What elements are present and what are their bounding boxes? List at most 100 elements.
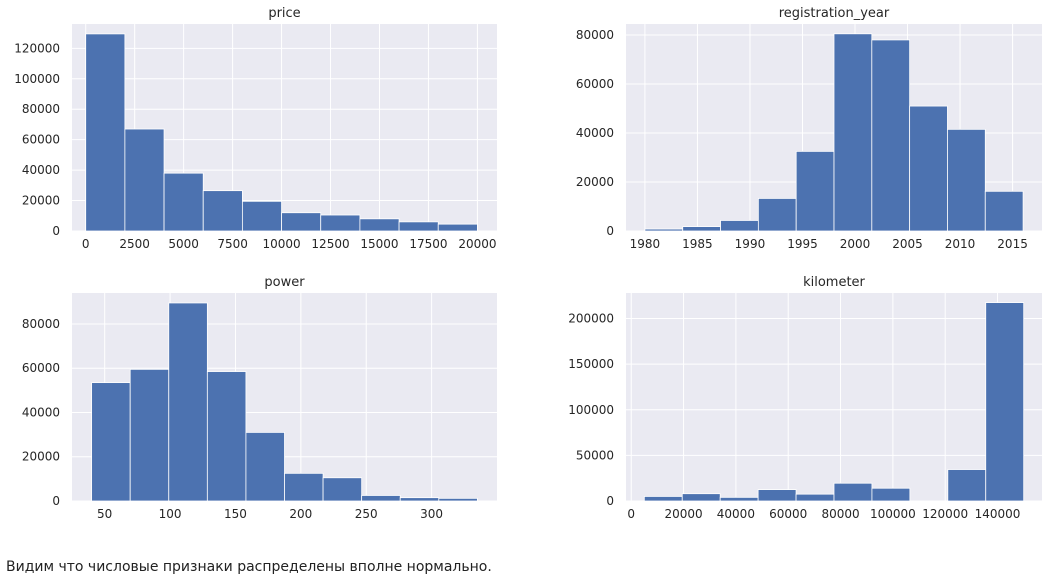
x-tick-label: 300 — [420, 507, 443, 521]
y-tick-label: 0 — [52, 224, 60, 238]
histogram-bar — [947, 469, 987, 502]
conclusion-text: Видим что числовые признаки распределены… — [6, 559, 492, 575]
x-tick-label: 100 — [159, 507, 182, 521]
y-tick-label: 60000 — [576, 77, 614, 91]
x-tick-label: 12500 — [311, 237, 349, 251]
y-tick-label: 0 — [606, 494, 614, 508]
histogram-bar — [833, 482, 873, 502]
x-tick-label: 20000 — [458, 237, 496, 251]
histogram-bar — [871, 39, 911, 232]
x-tick-label: 140000 — [975, 507, 1021, 521]
x-tick-label: 2010 — [945, 237, 976, 251]
x-tick-label: 17500 — [409, 237, 447, 251]
histogram-bar — [644, 228, 684, 232]
chart-title: power — [264, 275, 305, 290]
x-tick-label: 1980 — [630, 237, 661, 251]
y-tick-label: 40000 — [576, 126, 614, 140]
kilometer-histogram: 0 20000 40000 60000 80000 100000 120000 140000 0… — [568, 275, 1042, 521]
x-tick-label: 200 — [289, 507, 312, 521]
x-tick-label: 2015 — [997, 237, 1028, 251]
histogram-bar — [399, 497, 440, 502]
histogram-bar — [437, 223, 478, 232]
y-tick-label: 20000 — [576, 175, 614, 189]
y-tick-label: 120000 — [14, 41, 60, 55]
y-tick-label: 0 — [52, 494, 60, 508]
histogram-bar — [871, 487, 911, 502]
histogram-bar — [85, 33, 126, 232]
price-histogram: 0 2500 5000 7500 10000 12500 15000 17500 20000 0 2… — [14, 6, 497, 251]
histogram-bar — [833, 33, 873, 232]
histogram-bar — [909, 105, 948, 232]
histogram-bar — [398, 221, 439, 232]
x-tick-label: 1995 — [787, 237, 818, 251]
histogram-bar — [720, 220, 759, 232]
histogram-figure: 0 2500 5000 7500 10000 12500 15000 17500 2000002… — [14, 6, 1042, 521]
histogram-bar — [91, 382, 131, 502]
y-tick-label: 100000 — [568, 403, 614, 417]
histogram-bar — [795, 150, 835, 232]
histogram-bar — [719, 496, 759, 502]
x-tick-label: 1990 — [735, 237, 766, 251]
x-tick-label: 0 — [82, 237, 90, 251]
x-tick-label: 250 — [355, 507, 378, 521]
histogram-bar — [163, 172, 204, 232]
histogram-bar — [359, 218, 400, 232]
chart-title: price — [268, 6, 300, 21]
histogram-bar — [129, 368, 170, 502]
histogram-bar — [206, 371, 247, 502]
y-tick-label: 50000 — [576, 448, 614, 462]
x-tick-label: 15000 — [360, 237, 398, 251]
y-tick-label: 40000 — [22, 405, 60, 419]
histogram-bar — [202, 190, 243, 232]
histogram-bar — [124, 128, 165, 232]
plot-area — [626, 293, 1042, 501]
y-tick-label: 20000 — [22, 194, 60, 208]
histogram-bar — [284, 472, 324, 502]
x-tick-label: 2005 — [892, 237, 923, 251]
x-tick-label: 120000 — [922, 507, 968, 521]
y-tick-label: 20000 — [22, 450, 60, 464]
y-tick-label: 100000 — [14, 72, 60, 86]
histogram-bar — [241, 200, 282, 232]
histogram-bar — [438, 497, 478, 502]
histogram-bar — [757, 489, 797, 502]
histogram-bar — [757, 198, 797, 232]
y-tick-label: 60000 — [22, 361, 60, 375]
chart-title: registration_year — [779, 6, 890, 21]
y-tick-label: 80000 — [576, 28, 614, 42]
x-tick-label: 60000 — [769, 507, 807, 521]
power-histogram: 50 100 150 200 250 300 0 20000 40000 60000 80000 po… — [22, 275, 497, 521]
x-tick-label: 7500 — [217, 237, 248, 251]
histogram-bar — [322, 477, 363, 502]
x-tick-label: 150 — [224, 507, 247, 521]
histogram-bar — [682, 226, 721, 232]
x-tick-label: 0 — [627, 507, 635, 521]
y-tick-label: 60000 — [22, 133, 60, 147]
histogram-bar — [643, 496, 683, 502]
chart-title: kilometer — [803, 275, 865, 290]
x-tick-label: 1985 — [682, 237, 713, 251]
histogram-bar — [947, 128, 986, 232]
histogram-bar — [245, 432, 285, 502]
histogram-bar — [795, 493, 835, 502]
registration-year-histogram: 1980 1985 1990 1995 2000 2005 2010 2015 0 20000 40… — [576, 6, 1042, 251]
x-tick-label: 5000 — [168, 237, 199, 251]
x-tick-label: 40000 — [717, 507, 755, 521]
histogram-bar — [984, 190, 1024, 232]
x-tick-label: 50 — [97, 507, 112, 521]
histogram-bar — [361, 495, 401, 502]
histogram-bar — [320, 214, 361, 232]
x-tick-label: 20000 — [664, 507, 702, 521]
x-tick-label: 100000 — [870, 507, 916, 521]
y-tick-label: 200000 — [568, 312, 614, 326]
y-tick-label: 80000 — [22, 102, 60, 116]
histogram-bar — [281, 212, 322, 232]
x-tick-label: 10000 — [262, 237, 300, 251]
y-tick-label: 40000 — [22, 163, 60, 177]
histogram-bar — [985, 302, 1025, 502]
x-tick-label: 80000 — [821, 507, 859, 521]
y-tick-label: 0 — [606, 224, 614, 238]
histogram-bar — [168, 302, 208, 502]
x-tick-label: 2500 — [119, 237, 150, 251]
x-tick-label: 2000 — [840, 237, 871, 251]
